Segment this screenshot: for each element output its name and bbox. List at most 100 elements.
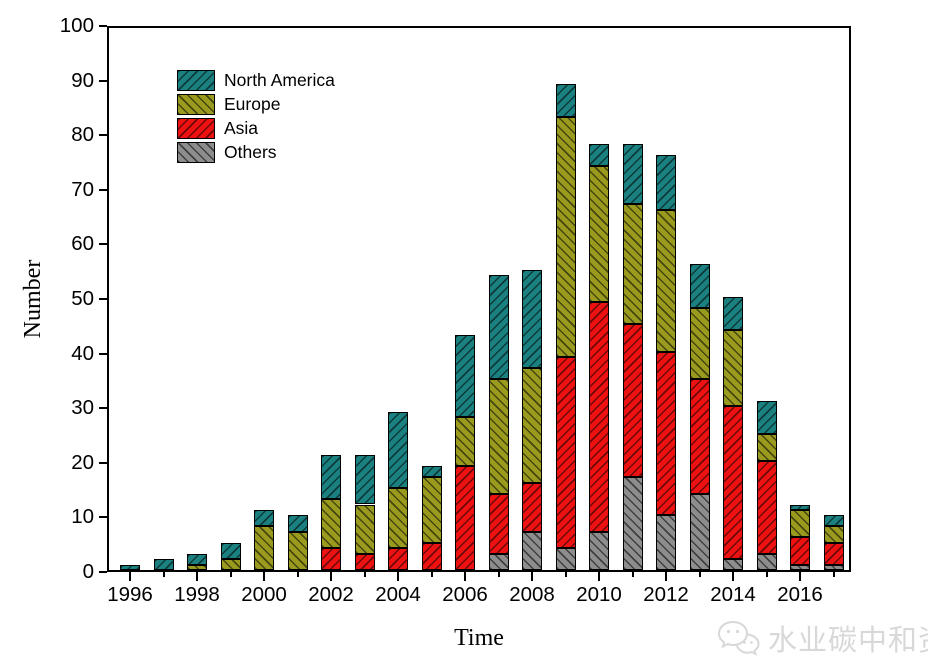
legend-swatch bbox=[177, 93, 215, 115]
legend: North America Europe Asia Others bbox=[177, 69, 335, 165]
bar-segment-asia bbox=[723, 406, 743, 560]
x-tick bbox=[531, 572, 533, 581]
bar-segment-europe bbox=[689, 307, 710, 379]
x-tick-label: 1998 bbox=[174, 583, 220, 606]
x-minor-tick bbox=[564, 572, 567, 577]
bar-segment-north-america bbox=[287, 515, 308, 532]
y-tick bbox=[99, 461, 107, 464]
bar-segment-north-america bbox=[120, 564, 140, 570]
wechat-icon bbox=[717, 620, 760, 656]
legend-item-europe: Europe bbox=[177, 93, 335, 115]
y-tick-label: 10 bbox=[71, 505, 94, 529]
bar-segment-north-america bbox=[723, 297, 743, 330]
legend-label: North America bbox=[224, 69, 335, 90]
bar-segment-asia bbox=[622, 324, 643, 478]
y-tick-label: 80 bbox=[71, 123, 94, 147]
bar-segment-north-america bbox=[488, 275, 509, 379]
y-tick bbox=[99, 134, 107, 137]
x-tick-label: 2016 bbox=[777, 583, 823, 606]
x-minor-tick bbox=[765, 572, 768, 577]
bar-segment-others bbox=[723, 559, 743, 570]
bar-segment-others bbox=[589, 531, 609, 570]
bar-segment-north-america bbox=[187, 553, 207, 565]
bar-segment-europe bbox=[187, 564, 207, 570]
x-tick-label: 2002 bbox=[308, 583, 354, 606]
legend-swatch bbox=[177, 69, 215, 91]
x-minor-tick bbox=[363, 572, 366, 577]
x-minor-tick bbox=[296, 572, 299, 577]
bar-segment-europe bbox=[287, 531, 308, 570]
bar-segment-north-america bbox=[421, 466, 442, 478]
bar-segment-north-america bbox=[388, 411, 408, 489]
bar-segment-north-america bbox=[354, 455, 375, 505]
x-axis-title: Time bbox=[454, 625, 504, 651]
x-tick bbox=[732, 572, 734, 581]
bar-segment-asia bbox=[421, 542, 442, 570]
x-tick-label: 2006 bbox=[442, 583, 488, 606]
bar-segment-others bbox=[689, 493, 710, 570]
bar-segment-others bbox=[622, 477, 643, 570]
x-tick bbox=[263, 572, 265, 581]
bar-segment-others bbox=[555, 548, 576, 570]
legend-label: Europe bbox=[224, 93, 281, 114]
legend-item-north-america: North America bbox=[177, 69, 335, 91]
bar-segment-others bbox=[790, 564, 810, 570]
bar-segment-north-america bbox=[589, 144, 609, 166]
y-tick bbox=[99, 407, 107, 410]
bar-segment-asia bbox=[756, 460, 777, 554]
y-tick-label: 90 bbox=[71, 68, 94, 92]
legend-swatch bbox=[177, 141, 215, 163]
bar-segment-north-america bbox=[522, 269, 542, 368]
bar-segment-europe bbox=[388, 488, 408, 549]
y-tick-label: 40 bbox=[71, 341, 94, 365]
y-tick bbox=[99, 79, 107, 82]
y-tick bbox=[99, 516, 107, 519]
bar-segment-north-america bbox=[790, 504, 810, 510]
y-tick-label: 50 bbox=[71, 287, 94, 310]
x-tick-label: 2004 bbox=[375, 583, 421, 606]
bar-segment-asia bbox=[354, 553, 375, 570]
x-tick bbox=[196, 572, 198, 581]
y-tick-label: 20 bbox=[71, 450, 94, 474]
legend-item-asia: Asia bbox=[177, 117, 335, 139]
bar-segment-asia bbox=[455, 466, 475, 570]
x-minor-tick bbox=[832, 572, 835, 577]
bar-segment-north-america bbox=[321, 455, 341, 500]
bar-segment-others bbox=[656, 515, 676, 570]
bar-segment-europe bbox=[321, 499, 341, 549]
bar-segment-north-america bbox=[220, 542, 241, 560]
y-tick bbox=[99, 25, 107, 27]
bar-segment-europe bbox=[656, 209, 676, 352]
bar-segment-europe bbox=[488, 378, 509, 494]
bar-segment-north-america bbox=[622, 144, 643, 205]
watermark: 水业碳中和资 bbox=[716, 617, 928, 659]
bar-segment-europe bbox=[455, 417, 475, 467]
bar-segment-europe bbox=[555, 116, 576, 358]
y-tick bbox=[99, 571, 107, 573]
x-tick bbox=[598, 572, 600, 581]
y-tick bbox=[99, 243, 107, 246]
y-tick-label: 30 bbox=[71, 396, 94, 420]
legend-swatch bbox=[177, 117, 215, 139]
x-minor-tick bbox=[497, 572, 500, 577]
x-tick-label: 2010 bbox=[576, 583, 622, 606]
bar-segment-asia bbox=[656, 351, 676, 516]
bar-segment-others bbox=[756, 553, 777, 570]
x-tick-label: 2012 bbox=[643, 583, 689, 606]
x-tick bbox=[464, 572, 466, 581]
bar-segment-asia bbox=[555, 357, 576, 549]
bar-segment-north-america bbox=[656, 155, 676, 210]
bar-segment-north-america bbox=[689, 264, 710, 308]
bar-segment-asia bbox=[321, 548, 341, 570]
bar-segment-north-america bbox=[756, 400, 777, 434]
watermark-text: 水业碳中和资 bbox=[768, 625, 928, 657]
bar-segment-europe bbox=[723, 329, 743, 407]
plot-area bbox=[107, 26, 851, 572]
x-tick bbox=[665, 572, 667, 581]
y-tick bbox=[99, 352, 107, 355]
bar-segment-asia bbox=[488, 493, 509, 554]
bar-segment-others bbox=[488, 553, 509, 570]
x-tick bbox=[330, 572, 332, 581]
bar-segment-europe bbox=[354, 504, 375, 554]
